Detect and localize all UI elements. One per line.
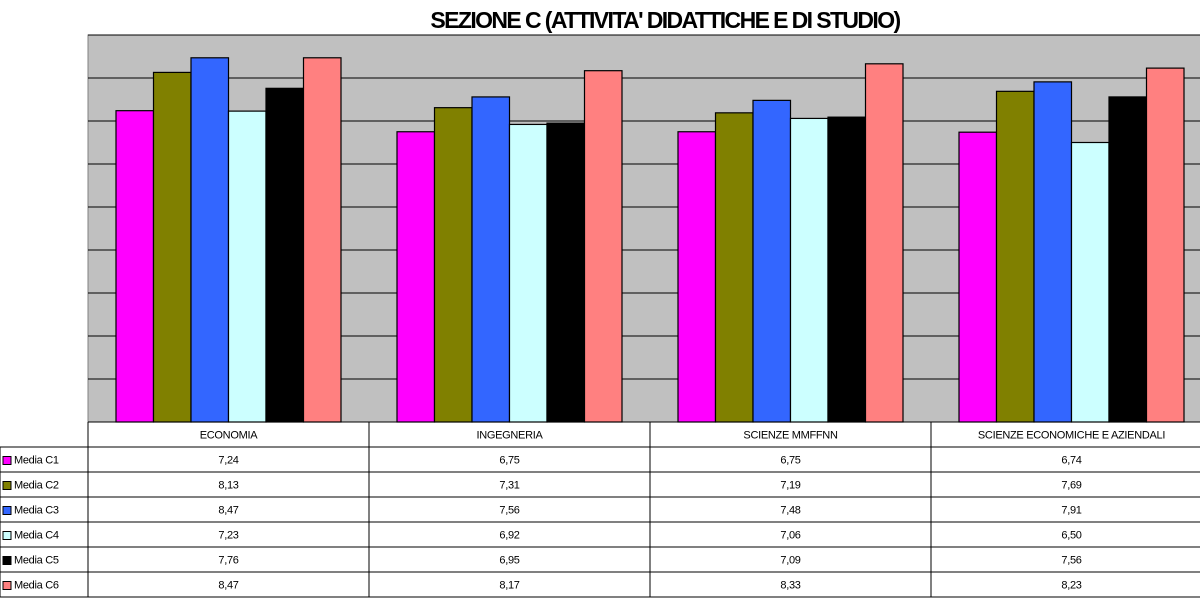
x-tick-label: SCIENZE ECONOMICHE E AZIENDALI xyxy=(978,429,1165,441)
bar xyxy=(471,96,511,423)
bar xyxy=(714,112,754,423)
data-label: 7,31 xyxy=(499,479,519,491)
legend-swatch xyxy=(2,581,12,590)
bar xyxy=(1145,67,1185,423)
bar xyxy=(433,107,473,423)
data-label: 6,50 xyxy=(1061,529,1081,541)
legend-label: Media C3 xyxy=(14,504,59,516)
data-label: 8,23 xyxy=(1061,579,1081,591)
data-label: 7,76 xyxy=(218,554,238,566)
bar xyxy=(302,57,342,423)
data-label: 8,33 xyxy=(780,579,800,591)
data-label: 8,13 xyxy=(218,479,238,491)
legend-label: Media C1 xyxy=(14,454,59,466)
bar xyxy=(265,87,305,423)
legend-swatch xyxy=(2,556,12,565)
data-label: 6,92 xyxy=(499,529,519,541)
data-label: 7,09 xyxy=(780,554,800,566)
data-label: 7,56 xyxy=(499,504,519,516)
data-label: 7,56 xyxy=(1061,554,1081,566)
bar xyxy=(1033,81,1073,423)
bar xyxy=(227,110,267,423)
legend-swatch xyxy=(2,531,12,540)
data-label: 7,48 xyxy=(780,504,800,516)
legend-swatch xyxy=(2,506,12,515)
data-label: 8,47 xyxy=(218,579,238,591)
data-label: 6,75 xyxy=(499,454,519,466)
legend-swatch xyxy=(2,481,12,490)
data-label: 7,91 xyxy=(1061,504,1081,516)
x-tick-label: ECONOMIA xyxy=(200,429,258,441)
bar xyxy=(583,70,623,423)
data-label: 7,69 xyxy=(1061,479,1081,491)
bar xyxy=(508,123,548,423)
legend-label: Media C6 xyxy=(14,579,59,591)
bar xyxy=(152,71,192,423)
data-label: 6,95 xyxy=(499,554,519,566)
bar xyxy=(1070,141,1110,423)
bar xyxy=(115,110,155,423)
legend-label: Media C5 xyxy=(14,554,59,566)
data-label: 8,47 xyxy=(218,504,238,516)
legend-label: Media C4 xyxy=(14,529,59,541)
data-label: 6,74 xyxy=(1061,454,1081,466)
bar xyxy=(864,63,904,423)
chart-title: SEZIONE C (ATTIVITA' DIDATTICHE E DI STU… xyxy=(430,7,900,33)
x-tick-label: SCIENZE MMFFNN xyxy=(743,429,838,441)
data-label: 7,19 xyxy=(780,479,800,491)
data-label: 7,06 xyxy=(780,529,800,541)
legend-swatch xyxy=(2,456,12,465)
bar xyxy=(677,131,717,423)
bar xyxy=(396,131,436,423)
data-label: 7,23 xyxy=(218,529,238,541)
bar xyxy=(789,117,829,423)
bar xyxy=(546,122,586,423)
data-label: 6,75 xyxy=(780,454,800,466)
bar xyxy=(752,99,792,423)
x-tick-label: INGEGNERIA xyxy=(476,429,543,441)
bar xyxy=(995,90,1035,423)
bar xyxy=(190,57,230,423)
bar xyxy=(827,116,867,423)
data-label: 8,17 xyxy=(499,579,519,591)
bar xyxy=(1108,96,1148,423)
data-label: 7,24 xyxy=(218,454,238,466)
bar xyxy=(958,131,998,423)
legend-label: Media C2 xyxy=(14,479,59,491)
